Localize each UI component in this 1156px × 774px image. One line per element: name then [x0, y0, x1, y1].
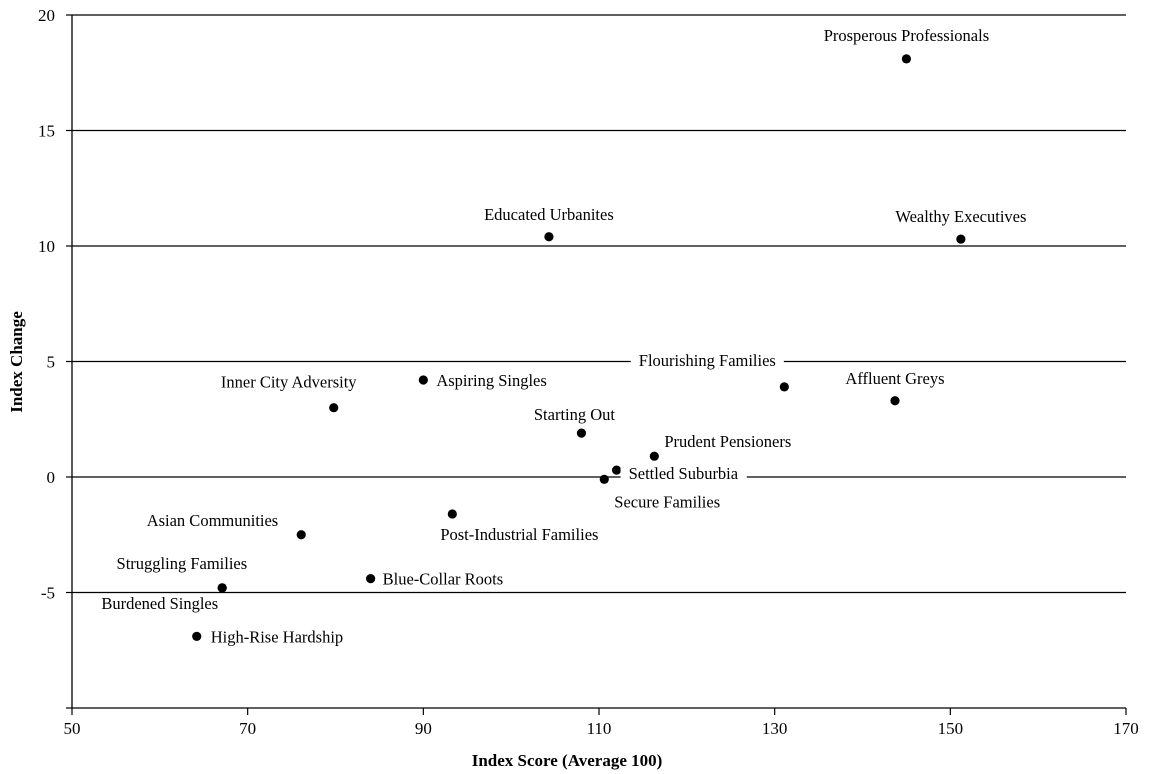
x-tick-label: 90: [415, 719, 432, 738]
x-tick-label: 150: [938, 719, 964, 738]
y-tick-label: 5: [47, 353, 56, 372]
data-point: [901, 54, 912, 64]
data-point: [576, 428, 587, 438]
label-layer: Prosperous Professionals Educated Urbanit…: [101, 26, 1026, 647]
point-label: Wealthy Executives: [895, 207, 1026, 226]
point-label: Burdened Singles: [101, 594, 218, 613]
point-label: Aspiring Singles: [436, 371, 546, 390]
point-label: Secure Families: [614, 492, 720, 511]
data-point: [329, 403, 339, 413]
data-point: [447, 509, 457, 519]
point-label: Prudent Pensioners: [664, 432, 791, 451]
data-point: [779, 382, 789, 392]
data-point: [956, 234, 966, 244]
data-point: [418, 375, 428, 385]
data-point: [611, 465, 622, 475]
point-label: Prosperous Professionals: [824, 26, 989, 45]
point-label-background: [620, 464, 747, 484]
grid-layer: [72, 14, 1126, 594]
point-layer: [192, 54, 966, 641]
point-label: High-Rise Hardship: [211, 627, 343, 646]
point-label: Starting Out: [534, 405, 616, 424]
y-tick-label: 15: [38, 122, 55, 141]
point-label: Inner City Adversity: [221, 373, 357, 392]
y-tick-label: -5: [41, 584, 55, 603]
point-label-background: [630, 350, 784, 370]
point-label: Flourishing Families: [639, 351, 776, 370]
data-point: [890, 396, 900, 406]
x-tick-label: 130: [762, 719, 788, 738]
data-point: [192, 631, 202, 641]
y-tick-label: 10: [38, 237, 55, 256]
data-point: [366, 574, 376, 584]
x-tick-label: 70: [239, 719, 256, 738]
point-label: Settled Suburbia: [629, 464, 739, 483]
point-label: Blue-Collar Roots: [383, 570, 504, 589]
point-label: Post-Industrial Families: [440, 525, 598, 544]
data-point: [296, 530, 306, 540]
data-point: [599, 474, 609, 484]
point-label: Affluent Greys: [845, 369, 944, 388]
data-point: [649, 451, 659, 461]
x-axis-title: Index Score (Average 100): [472, 751, 663, 770]
data-point: [217, 583, 227, 593]
y-axis-title: Index Change: [7, 311, 26, 413]
point-label: Educated Urbanites: [484, 205, 614, 224]
y-tick-label: 20: [38, 6, 55, 25]
data-point: [544, 232, 554, 242]
x-tick-label: 170: [1113, 719, 1139, 738]
point-label: Asian Communities: [147, 511, 279, 530]
y-tick-label: 0: [47, 468, 56, 487]
x-tick-label: 110: [587, 719, 612, 738]
point-label: Struggling Families: [117, 554, 248, 573]
x-tick-label: 50: [64, 719, 81, 738]
